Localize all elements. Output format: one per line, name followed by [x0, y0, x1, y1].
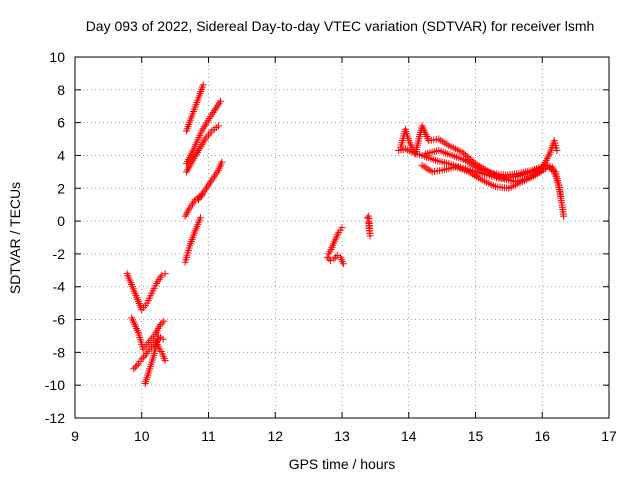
- data-point-arc-13h4: [365, 219, 373, 227]
- data-points: [123, 81, 568, 388]
- x-tick-label: 15: [468, 428, 484, 444]
- data-point-arc-12h8-b: [330, 255, 338, 263]
- x-tick-label: 16: [534, 428, 550, 444]
- data-point-arc-12h8-a: [338, 224, 346, 232]
- data-point-arc-10h-c: [133, 361, 141, 369]
- data-point-arc-10h-a: [161, 270, 169, 278]
- y-tick-label: 2: [57, 180, 65, 196]
- data-point-arc-14h-b: [553, 147, 561, 155]
- x-tick-label: 14: [401, 428, 417, 444]
- data-point-arc-11h-a: [199, 81, 207, 89]
- y-tick-label: -2: [53, 246, 66, 262]
- x-axis-label: GPS time / hours: [288, 456, 396, 472]
- y-tick-label: -10: [45, 377, 65, 393]
- tick-labels: 9 10 11 12 13 14 15 16 17 -12 -10 -8 -6 -4 -2 0 2 4 6 8 10: [45, 49, 617, 444]
- data-point-arc-10h-c: [138, 355, 146, 363]
- y-tick-label: 8: [57, 82, 65, 98]
- data-point-arc-10h-d: [154, 332, 162, 340]
- x-tick-label: 11: [201, 428, 216, 444]
- plot-border: [74, 56, 610, 419]
- y-tick-label: -6: [53, 312, 66, 328]
- data-point-arc-10h-c: [159, 335, 167, 343]
- data-point-arc-14h-b: [460, 150, 468, 158]
- data-point-arc-12h8-b: [339, 260, 347, 268]
- y-tick-label: -12: [45, 410, 65, 426]
- data-point-arc-10h-b: [156, 320, 164, 328]
- y-tick-label: 4: [57, 147, 65, 163]
- y-tick-label: -4: [53, 279, 66, 295]
- grid: [74, 56, 610, 419]
- data-point-arc-12h8-b: [333, 252, 341, 260]
- data-point-arc-10h-c: [130, 365, 138, 373]
- data-point-arc-13h4: [363, 214, 371, 222]
- data-point-arc-12h8-b: [323, 253, 331, 261]
- data-point-arc-10h-b: [160, 317, 168, 325]
- data-point-arc-10h-b: [158, 319, 166, 327]
- data-point-arc-12h8-b: [327, 256, 335, 264]
- data-point-arc-10h-a: [158, 271, 166, 279]
- chart-title: Day 093 of 2022, Sidereal Day-to-day VTE…: [85, 18, 595, 34]
- y-tick-label: -8: [53, 344, 66, 360]
- data-point-arc-10h-e: [161, 357, 169, 365]
- data-point-arc-11h-b: [217, 97, 225, 105]
- y-tick-label: 6: [57, 115, 65, 131]
- x-tick-label: 12: [267, 428, 283, 444]
- x-tick-label: 17: [601, 428, 617, 444]
- data-point-arc-14h-b: [458, 148, 466, 156]
- y-tick-label: 10: [49, 49, 65, 65]
- data-point-arc-11h-c: [215, 122, 223, 130]
- x-tick-label: 10: [134, 428, 150, 444]
- y-tick-label: 0: [57, 213, 65, 229]
- data-point-arc-10h-c: [139, 353, 147, 361]
- x-tick-label: 9: [71, 428, 79, 444]
- data-point-arc-14h-d: [557, 192, 565, 200]
- data-point-arc-11h-e: [218, 158, 226, 166]
- x-tick-label: 13: [334, 428, 350, 444]
- data-point-arc-11h-f: [196, 214, 204, 222]
- data-point-arc-10h-c: [131, 363, 139, 371]
- data-point-arc-14h-a: [560, 212, 568, 220]
